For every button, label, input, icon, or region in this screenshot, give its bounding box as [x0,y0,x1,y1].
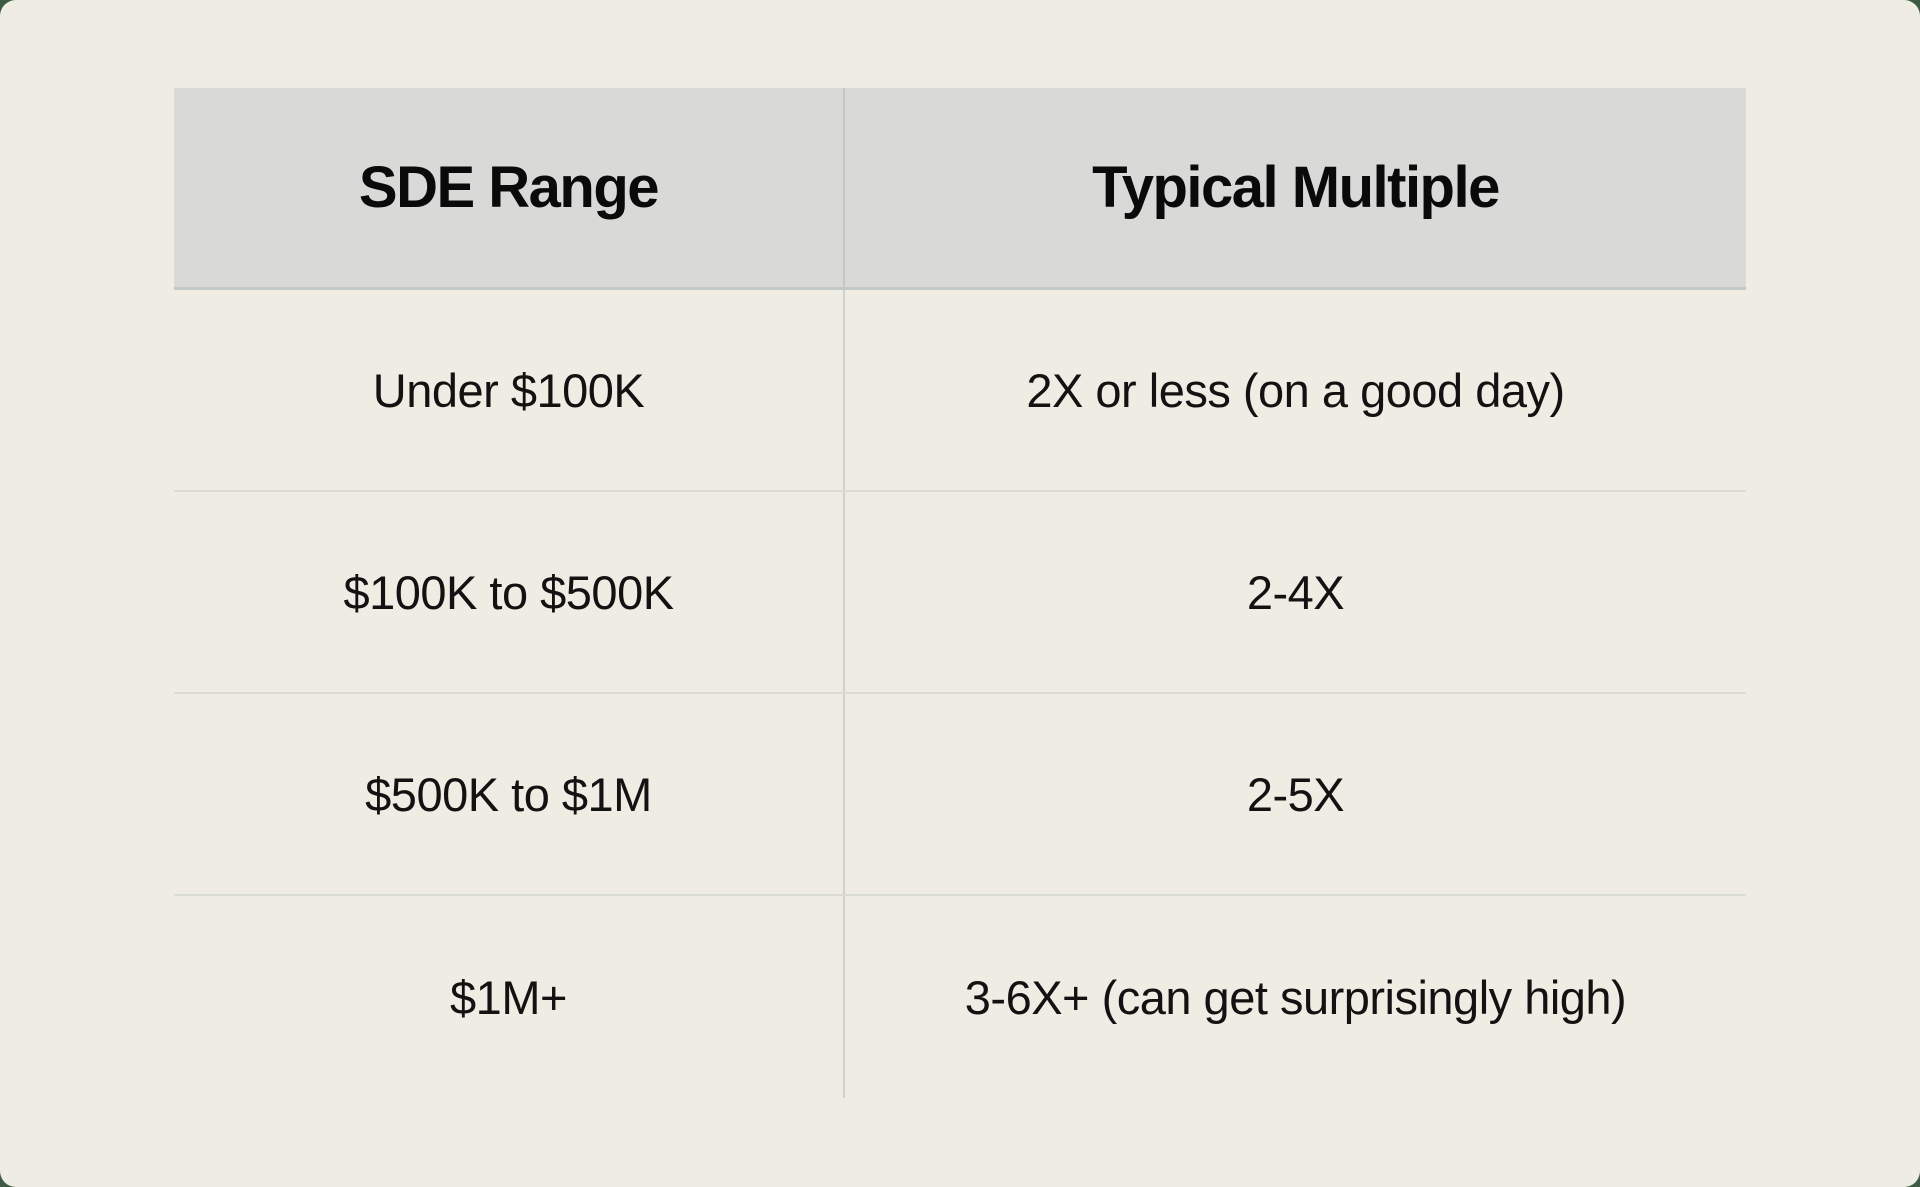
table-row: $500K to $1M 2-5X [174,694,1746,896]
column-header-sde-range: SDE Range [358,155,660,220]
cell-typical-multiple: 2-4X [843,492,1746,692]
table-row: $1M+ 3-6X+ (can get surprisingly high) [174,896,1746,1098]
cell-sde-range: $500K to $1M [365,767,652,821]
cell-sde-range: $100K to $500K [343,565,674,619]
sde-multiple-table: SDE Range Typical Multiple Under $100K 2… [174,88,1746,1098]
table-row: Under $100K 2X or less (on a good day) [174,290,1746,492]
cell-sde-range: $1M+ [450,970,567,1024]
cell-sde-range: Under $100K [372,363,645,417]
table-header-row: SDE Range Typical Multiple [174,88,1746,290]
table-row: $100K to $500K 2-4X [174,492,1746,694]
cell-typical-multiple: 2X or less (on a good day) [843,290,1746,490]
cell-typical-multiple: 3-6X+ (can get surprisingly high) [843,896,1746,1098]
column-header-typical-multiple: Typical Multiple [843,88,1746,287]
cell-typical-multiple: 2-5X [843,694,1746,894]
